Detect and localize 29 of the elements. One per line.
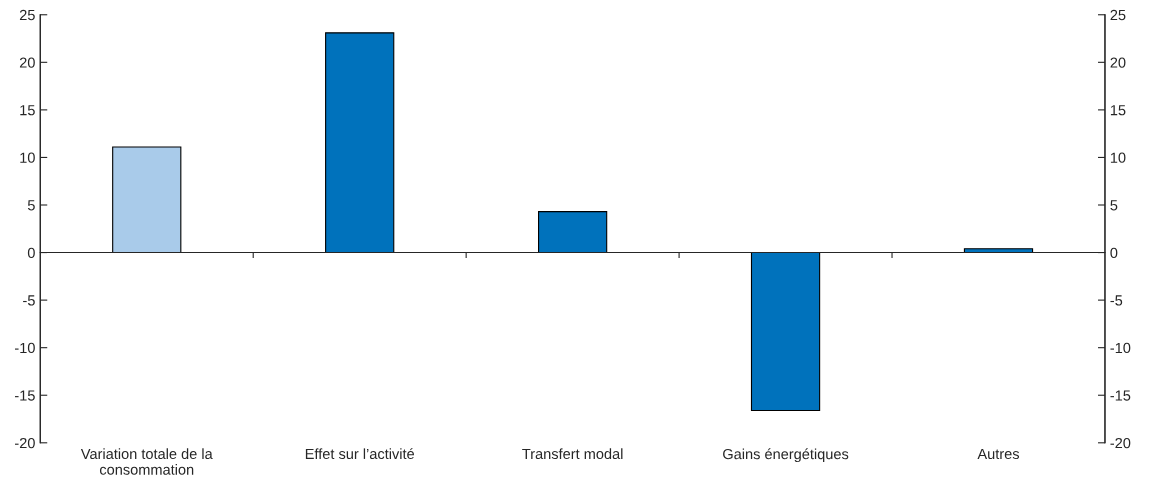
y2-tick-label: 15: [1110, 105, 1126, 116]
y2-tick-label: 0: [1110, 247, 1118, 258]
y-tick-label: 0: [27, 247, 35, 258]
y-tick-label: -15: [15, 390, 35, 401]
y2-tick-label: 20: [1110, 57, 1126, 68]
y2-tick-label: 5: [1110, 200, 1118, 211]
x-tick-label: Autres: [977, 448, 1020, 460]
x-tick-label: Variation totale de la consommation: [80, 448, 213, 475]
x-tick-label: Transfert modal: [522, 448, 623, 460]
y2-tick-label: -20: [1110, 437, 1131, 449]
bar: [325, 32, 395, 254]
y-tick-label: -5: [23, 295, 35, 306]
y-tick-label: 15: [20, 105, 35, 116]
bar: [537, 211, 608, 254]
y-tick-label: -20: [15, 437, 35, 449]
y-tick-label: 20: [19, 57, 35, 68]
y2-tick-label: -10: [1110, 342, 1131, 354]
x-tick-label: Gains énergétiques: [723, 448, 849, 463]
y2-tick-label: -15: [1110, 390, 1131, 401]
y-tick-label: 10: [20, 152, 35, 163]
bar: [750, 252, 821, 412]
y-tick-label: -10: [15, 342, 35, 354]
y-tick-label: 5: [27, 200, 35, 211]
y-tick-label: 25: [19, 9, 35, 21]
bar: [112, 146, 182, 254]
x-tick-label: Effet sur l’activité: [305, 448, 415, 460]
y2-tick-label: 25: [1110, 9, 1126, 21]
y2-tick-label: -5: [1110, 295, 1123, 306]
y2-tick-label: 10: [1110, 152, 1126, 163]
